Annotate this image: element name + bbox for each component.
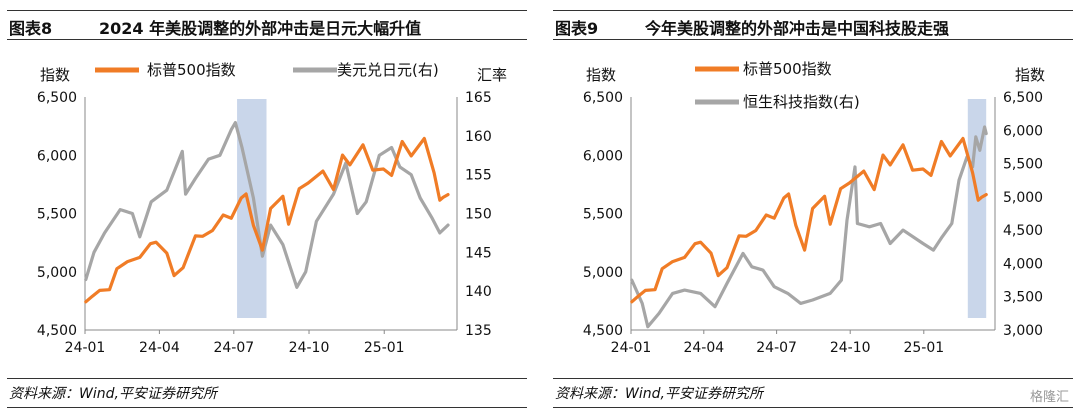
series-line-left-axis xyxy=(630,136,988,304)
left-tick-label: 5,500 xyxy=(583,207,623,223)
watermark-logo: 格隆汇 xyxy=(1029,390,1069,405)
x-tick-label: 24-10 xyxy=(289,340,330,356)
figure-title: 2024 年美股调整的外部冲击是日元大幅升值 xyxy=(99,19,422,38)
right-tick-label: 140 xyxy=(465,284,492,300)
series-line-right-axis xyxy=(630,125,988,329)
figure-footer: 资料来源：Wind,平安证券研究所 xyxy=(7,378,527,408)
yen-sp500-line-chart: 4,500 5,000 5,500 6,000 6,500 135 140 145 150 155… xyxy=(37,61,507,356)
x-tick-label: 24-10 xyxy=(830,340,871,356)
right-tick-label: 4,500 xyxy=(1003,223,1043,239)
right-tick-label: 5,000 xyxy=(1003,190,1043,206)
series-line-right-axis xyxy=(84,121,450,289)
left-tick-label: 6,000 xyxy=(583,148,623,164)
right-chart-panel: 图表9 今年美股调整的外部冲击是中国科技股走强 4,500 5,000 5,500 6… xyxy=(553,0,1073,416)
hstech-sp500-line-chart: 4,500 5,000 5,500 6,000 6,500 3,000 3,500 4,000… xyxy=(583,60,1045,356)
x-tick-label: 24-07 xyxy=(756,340,797,356)
legend-entry: 标普500指数 xyxy=(147,61,236,79)
left-chart-panel: 图表8 2024 年美股调整的外部冲击是日元大幅升值 4,500 5,000 5,5… xyxy=(7,0,527,416)
figure-title: 今年美股调整的外部冲击是中国科技股走强 xyxy=(645,19,950,38)
right-tick-label: 145 xyxy=(465,245,492,261)
left-tick-label: 5,000 xyxy=(583,265,623,281)
left-tick-label: 5,500 xyxy=(37,207,77,223)
series-line-left-axis xyxy=(84,136,450,304)
legend-entry: 美元兑日元(右) xyxy=(337,61,439,79)
left-tick-label: 5,000 xyxy=(37,265,77,281)
x-tick-label: 24-04 xyxy=(139,340,180,356)
x-tick-label: 24-01 xyxy=(65,340,106,356)
right-tick-label: 155 xyxy=(465,168,492,184)
left-tick-label: 6,500 xyxy=(37,90,77,106)
left-tick-label: 4,500 xyxy=(37,323,77,339)
highlight-band xyxy=(237,99,267,318)
right-tick-label: 135 xyxy=(465,323,492,339)
right-axis-unit: 汇率 xyxy=(477,66,507,84)
x-tick-label: 25-01 xyxy=(364,340,405,356)
left-tick-label: 4,500 xyxy=(583,323,623,339)
left-axis-unit: 指数 xyxy=(586,66,616,84)
right-axis-unit: 指数 xyxy=(1015,66,1045,84)
legend-entry: 恒生科技指数(右) xyxy=(743,93,860,111)
figure-title-bar: 图表8 2024 年美股调整的外部冲击是日元大幅升值 xyxy=(7,10,527,40)
left-tick-label: 6,500 xyxy=(583,90,623,106)
figure-title-bar: 图表9 今年美股调整的外部冲击是中国科技股走强 xyxy=(553,10,1073,40)
left-axis-unit: 指数 xyxy=(40,66,70,84)
x-tick-label: 24-07 xyxy=(213,340,254,356)
right-tick-label: 165 xyxy=(465,90,492,106)
x-tick-label: 24-04 xyxy=(683,340,724,356)
right-tick-label: 150 xyxy=(465,207,492,223)
data-source: 资料来源：Wind,平安证券研究所 xyxy=(555,386,763,402)
right-tick-label: 160 xyxy=(465,129,492,145)
x-tick-label: 24-01 xyxy=(611,340,652,356)
figure-footer: 资料来源：Wind,平安证券研究所 格隆汇 xyxy=(553,378,1073,408)
right-tick-label: 6,000 xyxy=(1003,123,1043,139)
left-tick-label: 6,000 xyxy=(37,148,77,164)
legend-entry: 标普500指数 xyxy=(743,60,832,78)
right-tick-label: 6,500 xyxy=(1003,90,1043,106)
right-tick-label: 3,000 xyxy=(1003,323,1043,339)
right-tick-label: 3,500 xyxy=(1003,290,1043,306)
right-tick-label: 5,500 xyxy=(1003,157,1043,173)
x-tick-label: 25-01 xyxy=(903,340,944,356)
data-source: 资料来源：Wind,平安证券研究所 xyxy=(9,386,217,402)
figure-number: 图表9 xyxy=(555,19,599,38)
right-tick-label: 4,000 xyxy=(1003,256,1043,272)
figure-number: 图表8 xyxy=(9,19,53,38)
